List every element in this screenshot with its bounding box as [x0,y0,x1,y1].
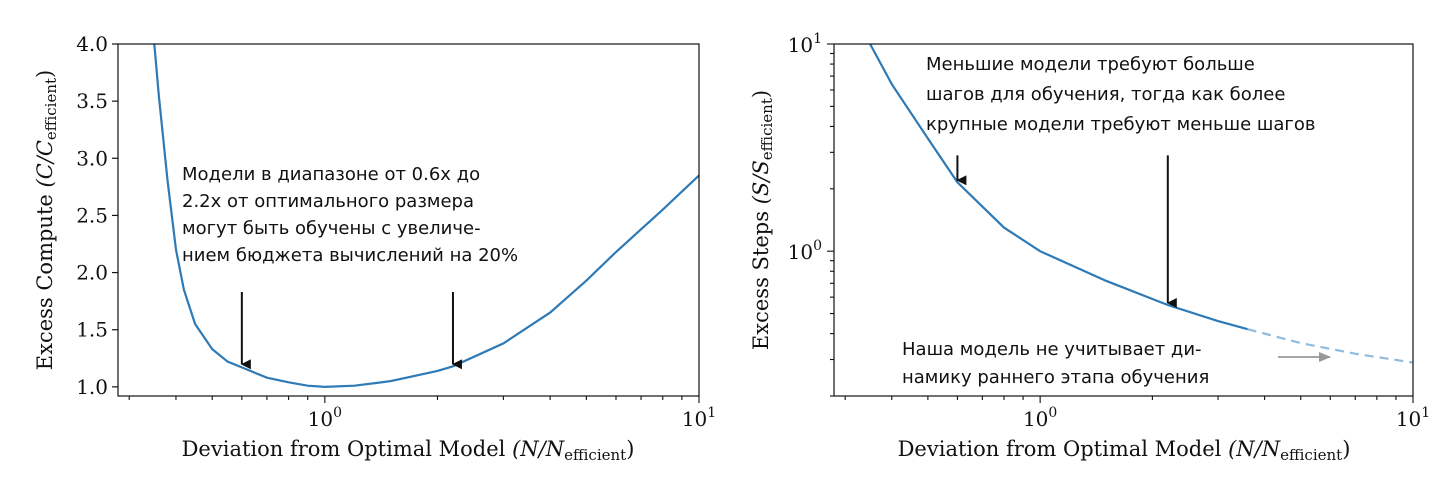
annotation-right-top-line: Меньшие модели требуют больше [926,54,1255,75]
x-tick-label-exp: 1 [1421,405,1430,421]
x-tick-label-base: 10 [1023,407,1048,431]
x-ticks-left: 100 101 [128,396,716,431]
y-axis-label-math: (S/S [749,160,773,204]
x-tick-label-exp: 1 [707,405,716,421]
x-tick-label-base: 10 [308,407,333,431]
y-axis-label-math: (C/C [33,140,57,187]
x-axis-label-close: ) [1342,437,1350,461]
left-arrows [240,292,462,370]
x-tick-label: 101 [682,405,716,431]
y-axis-label-left: Excess Compute (C/Cefficient) [33,70,60,370]
annotation-right-top-line: крупные модели требуют меньше шагов [926,114,1316,135]
y-tick-label: 2.5 [76,203,108,227]
annotation-left-line: нием бюджета вычислений на 20% [182,245,518,266]
x-ticks-right: 100 101 [844,396,1430,431]
x-axis-label-sub: efficient [1280,446,1342,464]
y-tick-label: 101 [788,31,822,57]
y-axis-label-sub: efficient [42,78,60,140]
y-axis-label-close: ) [749,90,773,98]
y-tick-label-exp: 1 [813,31,822,47]
y-ticks-left: 1.0 1.5 2.0 2.5 3.0 3.5 4.0 [76,32,118,399]
annotation-right-bottom-line: намику раннего этапа обучения [902,367,1209,388]
annotation-right-bottom: Наша модель не учитывает ди- намику ранн… [902,339,1209,388]
x-axis-label-math: (N/N [512,437,565,461]
y-tick-label-base: 10 [788,240,813,264]
annotation-right-top-line: шагов для обучения, тогда как более [926,84,1285,105]
excess-steps-dashed-curve [1247,328,1414,364]
y-tick-label-base: 10 [788,33,813,57]
annotation-right-top: Меньшие модели требуют больше шагов для … [926,54,1316,135]
x-tick-label: 101 [1396,405,1430,431]
annotation-right-bottom-line: Наша модель не учитывает ди- [902,339,1202,360]
x-axis-label-sub: efficient [564,446,626,464]
y-tick-label: 4.0 [76,32,108,56]
x-axis-label-left: Deviation from Optimal Model (N/Nefficie… [182,437,635,464]
y-axis-label-sub: efficient [758,98,776,160]
y-tick-label: 3.0 [76,146,108,170]
axes-frame-left [117,43,700,397]
annotation-left-line: Модели в диапазоне от 0.6x до [182,164,480,185]
chart-excess-compute: 1.01.52.02.53.03.54.0 100 101 Модели в ди… [33,32,716,464]
y-tick-label: 1.0 [76,375,108,399]
right-arrows [956,155,1177,308]
x-tick-label: 100 [1023,405,1057,431]
annotation-left-line: могут быть обучены с увеличе- [182,218,481,239]
y-axis-label-text: Excess Steps [749,211,773,350]
x-axis-label-math: (N/N [1228,437,1281,461]
x-tick-label: 100 [308,405,342,431]
x-axis-label-text: Deviation from Optimal Model [182,437,506,461]
y-tick-label: 3.5 [76,89,108,113]
y-tick-label: 2.0 [76,261,108,285]
y-axis-label-close: ) [33,70,57,78]
x-axis-label-close: ) [626,437,634,461]
excess-compute-curve [153,43,700,389]
annotation-left: Модели в диапазоне от 0.6x до 2.2x от оп… [182,164,518,266]
x-tick-label-exp: 0 [1048,405,1057,421]
y-tick-label: 100 [788,238,822,264]
x-axis-label-right: Deviation from Optimal Model (N/Nefficie… [898,437,1351,464]
x-tick-label-base: 10 [1396,407,1421,431]
annotation-left-line: 2.2x от оптимального размера [182,191,474,212]
x-axis-label-text: Deviation from Optimal Model [898,437,1222,461]
y-axis-label-right: Excess Steps (S/Sefficient) [749,90,776,350]
x-tick-label-base: 10 [682,407,707,431]
axes-frame-right [833,43,1414,397]
y-axis-label-text: Excess Compute [33,194,57,370]
y-tick-label-exp: 0 [813,238,822,254]
y-tick-label: 1.5 [76,318,108,342]
excess-steps-curve [869,43,1248,331]
x-tick-label-exp: 0 [333,405,342,421]
